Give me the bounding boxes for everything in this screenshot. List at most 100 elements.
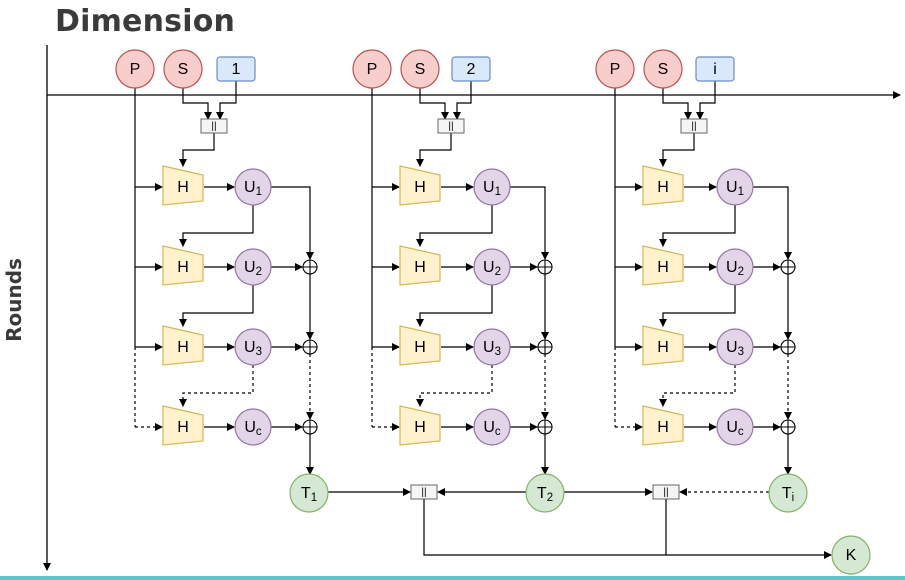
xor-node-cross <box>538 420 552 434</box>
u-label: U2 <box>483 259 501 279</box>
hash-node <box>399 245 441 286</box>
concat-box <box>680 118 708 134</box>
u-to-next-hash <box>659 205 736 247</box>
hash-label: H <box>414 419 426 436</box>
u1-to-xor <box>271 186 314 260</box>
u-node <box>234 248 272 286</box>
salt-to-concat <box>662 88 692 120</box>
u-node <box>473 248 511 286</box>
u-label: U1 <box>244 179 262 199</box>
u-label: U3 <box>244 339 262 359</box>
u-node <box>473 408 511 446</box>
salt-node <box>400 49 440 89</box>
u-to-next-hash <box>179 365 254 407</box>
hash-node <box>162 165 204 206</box>
u-label: U3 <box>483 339 501 359</box>
index-to-concat <box>216 81 237 120</box>
index-to-concat <box>696 81 716 120</box>
concat-box-label: || <box>448 121 453 132</box>
block-index-node <box>216 56 256 82</box>
hash-label: H <box>414 339 426 356</box>
concat-to-hash <box>659 133 695 167</box>
u-node <box>716 168 754 206</box>
t-label: T2 <box>537 485 553 505</box>
block-index-label: i <box>713 61 717 78</box>
password-label: P <box>610 61 621 78</box>
hash-label: H <box>657 419 669 436</box>
u-label: U1 <box>726 179 744 199</box>
u-label: U2 <box>726 259 744 279</box>
block-index-node <box>451 56 491 82</box>
xor-node-cross <box>781 420 795 434</box>
u-to-next-hash <box>659 365 736 407</box>
u-node <box>473 168 511 206</box>
u-node <box>234 408 272 446</box>
concat-to-hash <box>179 133 215 167</box>
hash-label: H <box>414 179 426 196</box>
salt-node <box>643 49 683 89</box>
t-label: Ti <box>782 485 794 505</box>
xor-node-cross <box>538 340 552 354</box>
u-to-next-hash <box>416 205 493 247</box>
hash-label: H <box>414 259 426 276</box>
hash-node <box>162 325 204 366</box>
salt-label: S <box>658 61 669 78</box>
diagram-title: Dimension <box>55 4 236 39</box>
password-node <box>352 49 392 89</box>
u1-to-xor <box>753 186 792 260</box>
concat-box <box>437 118 465 134</box>
u-to-next-hash <box>416 365 493 407</box>
xor-node-cross <box>538 260 552 274</box>
final-concat-box-label: || <box>663 487 668 498</box>
concat-to-key <box>423 499 832 559</box>
index-to-concat <box>453 81 472 120</box>
nodes: P S 1 || H U1 H U2 H U3 H Uc T1 P S 2 || H U1 H U2 H U3 H Uc T2 P S… <box>115 49 871 575</box>
hash-node <box>399 405 441 446</box>
hash-label: H <box>177 339 189 356</box>
u-label: U2 <box>244 259 262 279</box>
concat-to-hash <box>416 133 452 167</box>
hash-label: H <box>177 179 189 196</box>
concat-box-label: || <box>691 121 696 132</box>
concat-box-label: || <box>211 121 216 132</box>
u-to-next-hash <box>179 205 254 247</box>
salt-to-concat <box>182 88 212 120</box>
block-index-label: 1 <box>232 61 241 78</box>
xor-node-cross <box>303 260 317 274</box>
key-label: K <box>846 547 857 564</box>
xor-node-cross <box>781 340 795 354</box>
u-node <box>716 328 754 366</box>
u-label: Uc <box>244 419 262 439</box>
xor-node-cross <box>781 260 795 274</box>
password-label: P <box>130 61 141 78</box>
hash-node <box>642 325 684 366</box>
hash-label: H <box>657 179 669 196</box>
hash-label: H <box>177 419 189 436</box>
axes <box>43 45 901 571</box>
final-concat-box-label: || <box>421 487 426 498</box>
xor-node-cross <box>303 420 317 434</box>
hash-node <box>642 405 684 446</box>
u-node <box>716 408 754 446</box>
t-node <box>525 473 565 513</box>
u-label: Uc <box>726 419 744 439</box>
u-label: U3 <box>726 339 744 359</box>
final-concat-box <box>410 484 438 500</box>
t-label: T1 <box>301 485 317 505</box>
hash-node <box>642 245 684 286</box>
u-node <box>234 328 272 366</box>
hash-label: H <box>657 339 669 356</box>
hash-node <box>642 165 684 206</box>
hash-node <box>162 405 204 446</box>
t-node <box>768 473 808 513</box>
salt-node <box>163 49 203 89</box>
u-to-next-hash <box>179 285 254 327</box>
xor-node-cross <box>303 340 317 354</box>
final-concat-box <box>652 484 680 500</box>
t-node <box>289 473 329 513</box>
u1-to-xor <box>510 186 549 260</box>
hash-label: H <box>177 259 189 276</box>
edges <box>134 81 832 559</box>
salt-label: S <box>178 61 189 78</box>
